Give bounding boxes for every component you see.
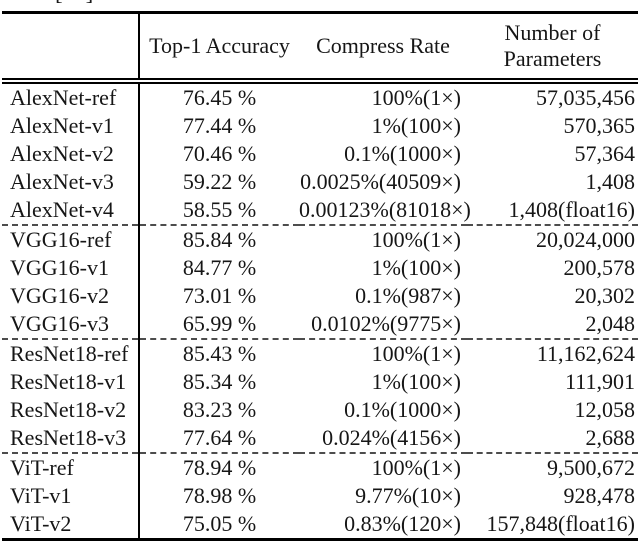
table-row: AlexNet-ref 76.45 % 100%(1×) 57,035,456: [2, 81, 638, 112]
table-header: Top-1 Accuracy Compress Rate Number of P…: [2, 12, 638, 84]
cell-number-of-parameters: 20,302: [574, 283, 636, 308]
header-params-line1: Number of: [504, 20, 601, 45]
cell-compress-rate: 0.024%(4156×): [322, 425, 461, 450]
cell-number-of-parameters: 200,578: [563, 255, 636, 280]
cell-top1-accuracy: 83.23 %: [182, 397, 257, 422]
cell-top1-accuracy: 70.46 %: [182, 141, 257, 166]
cell-compress-rate: 0.1%(987×): [355, 283, 461, 308]
table-row: ResNet18-v1 85.34 % 1%(100×) 111,901: [2, 368, 638, 396]
cell-compress-rate: 0.00123%(81018×): [299, 197, 471, 222]
header-params-line2: Parameters: [503, 46, 602, 71]
table-row: ViT-ref 78.94 % 100%(1×) 9,500,672: [2, 452, 638, 482]
cell-top1-accuracy: 78.94 %: [139, 452, 299, 482]
header-cell-model: [2, 12, 140, 84]
table-row: AlexNet-v3 59.22 % 0.0025%(40509×) 1,408: [2, 168, 638, 196]
table-row: AlexNet-v4 58.55 % 0.00123%(81018×) 1,40…: [2, 196, 638, 225]
cell-model-name: ViT-v1: [2, 482, 140, 510]
header-cell-top1-accuracy: Top-1 Accuracy: [139, 12, 299, 84]
cell-top1-accuracy: 73.01 %: [182, 283, 257, 308]
cell-number-of-parameters: 57,364: [574, 141, 636, 166]
table-body: AlexNet-ref 76.45 % 100%(1×) 57,035,456 …: [2, 81, 638, 540]
cell-top1-accuracy: 78.98 %: [182, 483, 257, 508]
table-header-row: Top-1 Accuracy Compress Rate Number of P…: [2, 12, 638, 84]
cell-number-of-parameters: 11,162,624: [467, 338, 638, 368]
cell-compress-rate: 100%(1×): [299, 224, 467, 254]
cell-number-of-parameters: 111,901: [565, 369, 635, 394]
cell-number-of-parameters: 1,408: [585, 169, 636, 194]
table-row: ResNet18-ref 85.43 % 100%(1×) 11,162,624: [2, 338, 638, 368]
cell-number-of-parameters: 2,688: [585, 425, 636, 450]
header-cell-number-of-parameters: Number of Parameters: [467, 12, 638, 84]
cell-top1-accuracy: 59.22 %: [182, 169, 257, 194]
cell-number-of-parameters: 9,500,672: [467, 452, 638, 482]
results-table: Top-1 Accuracy Compress Rate Number of P…: [2, 11, 638, 541]
cell-model-name: ResNet18-v3: [2, 424, 140, 453]
cell-top1-accuracy: 85.43 %: [139, 338, 299, 368]
cell-top1-accuracy: 76.45 %: [182, 85, 257, 110]
cell-model-name: AlexNet-v2: [2, 140, 140, 168]
table-row: AlexNet-v1 77.44 % 1%(100×) 570,365: [2, 112, 638, 140]
caption-strip: [ ]: [0, 0, 640, 11]
table-row: ResNet18-v2 83.23 % 0.1%(1000×) 12,058: [2, 396, 638, 424]
cell-top1-accuracy: 77.64 %: [182, 425, 257, 450]
cell-number-of-parameters: 570,365: [563, 113, 636, 138]
cell-compress-rate: 1%(100×): [371, 255, 461, 280]
cell-model-name: ViT-v2: [2, 510, 140, 540]
cell-compress-rate: 100%(1×): [299, 338, 467, 368]
table-row: VGG16-ref 85.84 % 100%(1×) 20,024,000: [2, 224, 638, 254]
cell-top1-accuracy: 84.77 %: [182, 255, 257, 280]
cell-model-name: AlexNet-v4: [2, 196, 140, 225]
cell-top1-accuracy: 85.34 %: [182, 369, 257, 394]
cell-model-name: AlexNet-v3: [2, 168, 140, 196]
header-cell-compress-rate: Compress Rate: [299, 12, 467, 84]
cell-top1-accuracy: 58.55 %: [182, 197, 257, 222]
cell-top1-accuracy: 75.05 %: [182, 511, 257, 536]
citation-fragment: [ ]: [55, 0, 93, 4]
cell-compress-rate: 1%(100×): [371, 369, 461, 394]
cell-model-name: AlexNet-ref: [2, 81, 140, 112]
cell-number-of-parameters: 1,408(float16): [508, 197, 635, 222]
cell-top1-accuracy: 85.84 %: [139, 224, 299, 254]
cell-top1-accuracy: 77.44 %: [182, 113, 257, 138]
cell-compress-rate: 0.0102%(9775×): [311, 311, 461, 336]
cell-model-name: VGG16-v1: [2, 254, 140, 282]
cell-model-name: AlexNet-v1: [2, 112, 140, 140]
cell-compress-rate: 0.1%(1000×): [344, 397, 461, 422]
cell-model-name: ViT-ref: [2, 452, 140, 482]
cell-number-of-parameters: 157,848(float16): [486, 511, 635, 536]
cell-compress-rate: 9.77%(10×): [355, 483, 461, 508]
cell-model-name: ResNet18-v1: [2, 368, 140, 396]
cell-number-of-parameters: 2,048: [585, 311, 636, 336]
table-row: VGG16-v3 65.99 % 0.0102%(9775×) 2,048: [2, 310, 638, 339]
table-row: AlexNet-v2 70.46 % 0.1%(1000×) 57,364: [2, 140, 638, 168]
table-row: VGG16-v1 84.77 % 1%(100×) 200,578: [2, 254, 638, 282]
cell-model-name: VGG16-v2: [2, 282, 140, 310]
cell-model-name: ResNet18-ref: [2, 338, 140, 368]
cell-compress-rate: 100%(1×): [299, 452, 467, 482]
cell-model-name: VGG16-ref: [2, 224, 140, 254]
cell-top1-accuracy: 65.99 %: [182, 311, 257, 336]
cell-number-of-parameters: 20,024,000: [467, 224, 638, 254]
cell-compress-rate: 1%(100×): [371, 113, 461, 138]
cell-model-name: VGG16-v3: [2, 310, 140, 339]
cell-number-of-parameters: 928,478: [563, 483, 636, 508]
cell-number-of-parameters: 12,058: [574, 397, 636, 422]
cell-number-of-parameters: 57,035,456: [536, 85, 635, 110]
cell-compress-rate: 0.83%(120×): [344, 511, 461, 536]
cell-model-name: ResNet18-v2: [2, 396, 140, 424]
table-row: ViT-v1 78.98 % 9.77%(10×) 928,478: [2, 482, 638, 510]
table-row: ResNet18-v3 77.64 % 0.024%(4156×) 2,688: [2, 424, 638, 453]
cell-compress-rate: 0.1%(1000×): [344, 141, 461, 166]
table-row: ViT-v2 75.05 % 0.83%(120×) 157,848(float…: [2, 510, 638, 540]
cell-compress-rate: 100%(1×): [371, 85, 461, 110]
table-row: VGG16-v2 73.01 % 0.1%(987×) 20,302: [2, 282, 638, 310]
cell-compress-rate: 0.0025%(40509×): [300, 169, 461, 194]
